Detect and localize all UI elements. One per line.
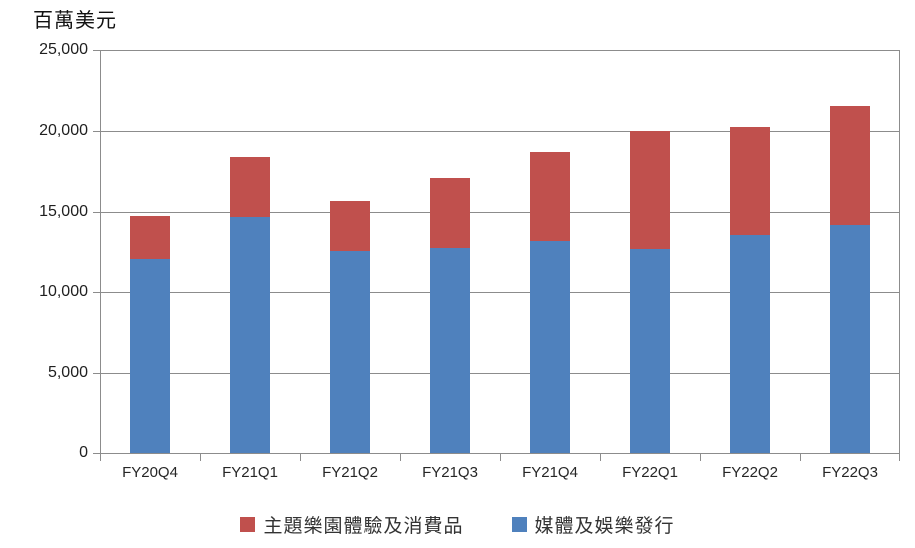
x-tick-label-FY20Q4: FY20Q4 — [122, 464, 178, 481]
x-tick-label-FY22Q3: FY22Q3 — [822, 464, 878, 481]
x-tick-label-FY22Q2: FY22Q2 — [722, 464, 778, 481]
x-tick-mark — [200, 454, 201, 461]
y-tick-label: 25,000 — [39, 41, 88, 58]
gridline-5000 — [100, 373, 900, 374]
y-tick-label: 0 — [79, 444, 88, 461]
plot-area — [93, 50, 900, 461]
chart-legend: 主題樂園體驗及消費品 媒體及娛樂發行 — [0, 511, 915, 538]
stacked-bar-FY21Q3 — [430, 178, 470, 453]
y-tick-label: 5,000 — [47, 364, 88, 381]
stacked-bar-FY22Q2 — [730, 127, 770, 453]
bar-segment-media-FY22Q1 — [630, 249, 670, 453]
bar-segment-media-FY22Q3 — [830, 225, 870, 453]
y-tick-mark — [93, 373, 101, 374]
gridline-20000 — [100, 131, 900, 132]
x-tick-mark — [100, 454, 101, 461]
bar-segment-media-FY20Q4 — [130, 259, 170, 453]
x-tick-mark — [400, 454, 401, 461]
bar-segment-parks-FY21Q4 — [530, 152, 570, 242]
bar-segment-parks-FY20Q4 — [130, 215, 170, 260]
bar-segment-parks-FY22Q2 — [730, 127, 770, 235]
legend-item-media: 媒體及娛樂發行 — [511, 511, 675, 538]
x-tick-mark — [600, 454, 601, 461]
bar-segment-media-FY21Q2 — [330, 251, 370, 453]
y-tick-mark — [93, 292, 101, 293]
gridline-10000 — [100, 292, 900, 293]
y-tick-label: 10,000 — [39, 283, 88, 300]
y-axis-line — [100, 50, 101, 461]
stacked-bar-FY21Q2 — [330, 200, 370, 453]
x-tick-label-FY21Q2: FY21Q2 — [322, 464, 378, 481]
x-axis-line — [100, 453, 900, 454]
bar-segment-parks-FY21Q1 — [230, 157, 270, 218]
y-tick-label: 15,000 — [39, 203, 88, 220]
bar-segment-media-FY21Q1 — [230, 217, 270, 453]
legend-swatch-blue-icon — [511, 517, 527, 532]
x-tick-label-FY22Q1: FY22Q1 — [622, 464, 678, 481]
y-tick-label: 20,000 — [39, 122, 88, 139]
stacked-bar-FY22Q3 — [830, 105, 870, 453]
stacked-bar-FY21Q4 — [530, 152, 570, 453]
x-tick-mark — [300, 454, 301, 461]
x-tick-mark — [700, 454, 701, 461]
stacked-bar-FY22Q1 — [630, 131, 670, 453]
x-tick-label-FY21Q4: FY21Q4 — [522, 464, 578, 481]
y-axis-unit-title: 百萬美元 — [33, 8, 117, 32]
stacked-bar-FY21Q1 — [230, 157, 270, 453]
legend-swatch-red-icon — [240, 517, 256, 532]
bar-segment-media-FY21Q3 — [430, 247, 470, 453]
x-tick-mark — [800, 454, 801, 461]
bar-segment-parks-FY21Q2 — [330, 200, 370, 251]
x-tick-mark — [500, 454, 501, 461]
gridline-25000 — [100, 50, 900, 51]
bar-segment-parks-FY22Q3 — [830, 105, 870, 226]
bar-segment-media-FY21Q4 — [530, 241, 570, 453]
stacked-bar-FY20Q4 — [130, 215, 170, 453]
y-tick-mark — [93, 453, 101, 454]
y-tick-mark — [93, 131, 101, 132]
x-tick-label-FY21Q1: FY21Q1 — [222, 464, 278, 481]
gridline-15000 — [100, 212, 900, 213]
y-tick-mark — [93, 50, 101, 51]
plot-right-border — [899, 50, 900, 461]
x-tick-mark — [899, 454, 900, 461]
legend-label-media: 媒體及娛樂發行 — [534, 515, 675, 537]
bar-segment-media-FY22Q2 — [730, 234, 770, 453]
bar-segment-parks-FY21Q3 — [430, 178, 470, 248]
legend-label-parks: 主題樂園體驗及消費品 — [263, 515, 464, 537]
y-tick-mark — [93, 212, 101, 213]
bar-segment-parks-FY22Q1 — [630, 131, 670, 250]
legend-item-parks: 主題樂園體驗及消費品 — [240, 511, 463, 538]
x-tick-label-FY21Q3: FY21Q3 — [422, 464, 478, 481]
